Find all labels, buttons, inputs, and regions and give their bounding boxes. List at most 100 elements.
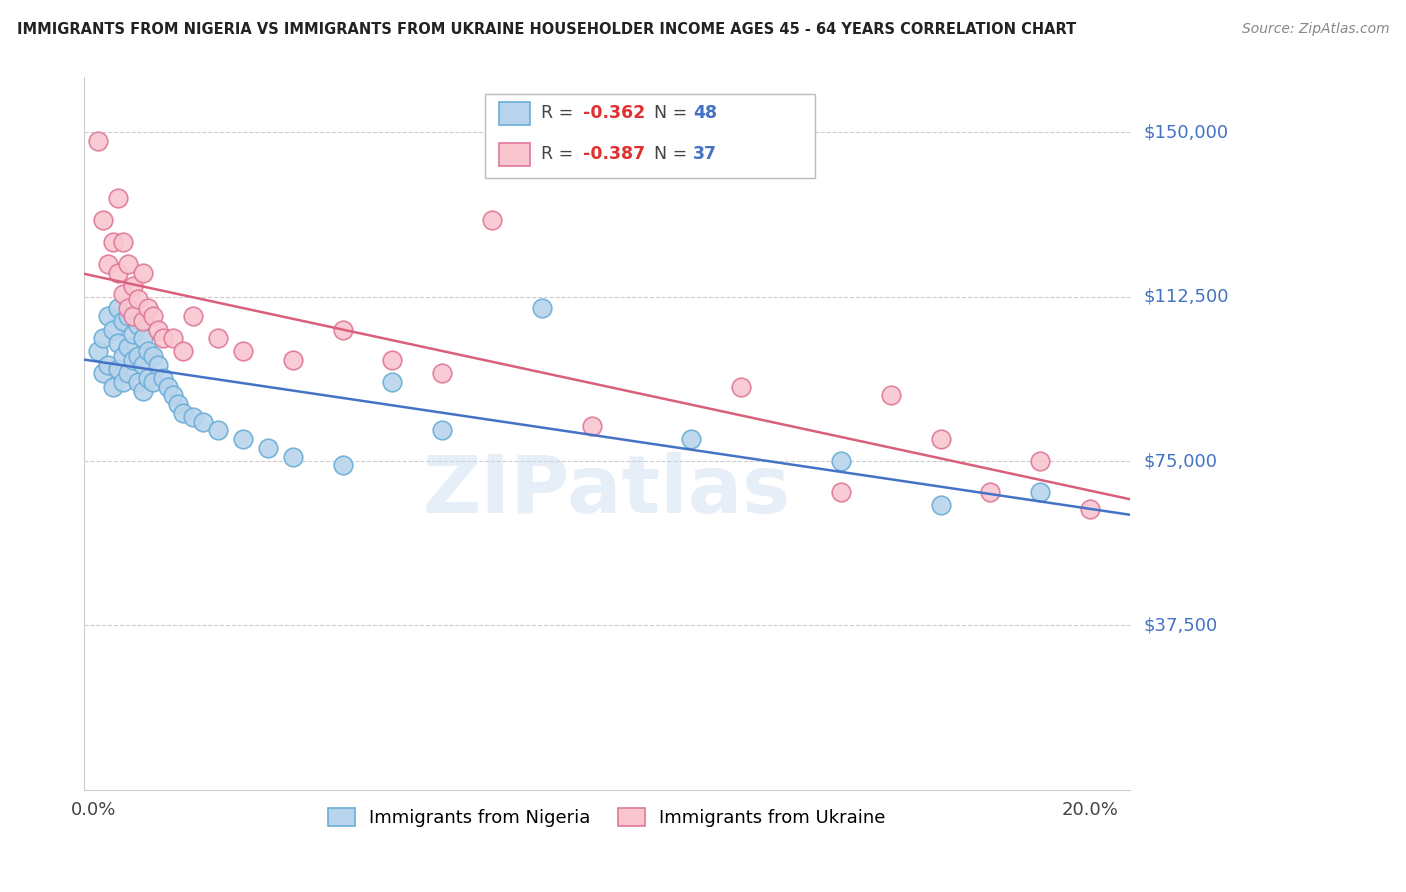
Point — [148, 358, 170, 372]
Point — [97, 310, 120, 324]
Point — [127, 349, 149, 363]
Point — [830, 454, 852, 468]
Point — [730, 379, 752, 393]
Point — [127, 318, 149, 333]
Point — [530, 301, 553, 315]
Point — [127, 375, 149, 389]
Point — [830, 484, 852, 499]
Point — [232, 344, 254, 359]
Point — [87, 344, 110, 359]
Point — [117, 367, 139, 381]
Point — [136, 344, 159, 359]
Point — [107, 335, 129, 350]
Point — [281, 450, 304, 464]
Point — [122, 278, 145, 293]
Point — [1029, 454, 1052, 468]
Point — [93, 367, 115, 381]
Point — [181, 410, 204, 425]
Point — [132, 314, 155, 328]
Text: $37,500: $37,500 — [1144, 616, 1218, 634]
Point — [929, 432, 952, 446]
Point — [112, 235, 135, 249]
Text: -0.362: -0.362 — [583, 104, 645, 122]
Point — [132, 266, 155, 280]
Point — [157, 379, 180, 393]
Point — [122, 353, 145, 368]
Point — [172, 406, 194, 420]
Point — [136, 301, 159, 315]
Point — [381, 353, 404, 368]
Point — [1078, 502, 1101, 516]
Point — [332, 322, 354, 336]
Point — [142, 310, 165, 324]
Point — [1029, 484, 1052, 499]
Point — [381, 375, 404, 389]
Point — [117, 301, 139, 315]
Point — [112, 349, 135, 363]
Point — [93, 331, 115, 345]
Point — [167, 397, 190, 411]
Point — [122, 310, 145, 324]
Point — [152, 331, 174, 345]
Point — [152, 371, 174, 385]
Text: N =: N = — [643, 104, 692, 122]
Point — [979, 484, 1001, 499]
Point — [162, 331, 184, 345]
Point — [929, 498, 952, 512]
Point — [87, 134, 110, 148]
Point — [112, 287, 135, 301]
Text: $150,000: $150,000 — [1144, 123, 1229, 141]
Text: R =: R = — [541, 145, 579, 163]
Point — [132, 358, 155, 372]
Point — [103, 379, 125, 393]
Point — [281, 353, 304, 368]
Point — [191, 415, 214, 429]
Text: R =: R = — [541, 104, 579, 122]
Point — [142, 375, 165, 389]
Point — [207, 331, 229, 345]
Point — [122, 326, 145, 341]
Point — [332, 458, 354, 473]
Point — [97, 257, 120, 271]
Point — [136, 371, 159, 385]
Point — [107, 362, 129, 376]
Point — [112, 375, 135, 389]
Point — [107, 266, 129, 280]
Point — [117, 257, 139, 271]
Point — [232, 432, 254, 446]
Point — [93, 213, 115, 227]
Point — [132, 384, 155, 398]
Text: IMMIGRANTS FROM NIGERIA VS IMMIGRANTS FROM UKRAINE HOUSEHOLDER INCOME AGES 45 - : IMMIGRANTS FROM NIGERIA VS IMMIGRANTS FR… — [17, 22, 1076, 37]
Point — [132, 331, 155, 345]
Point — [162, 388, 184, 402]
Text: Source: ZipAtlas.com: Source: ZipAtlas.com — [1241, 22, 1389, 37]
Point — [107, 301, 129, 315]
Legend: Immigrants from Nigeria, Immigrants from Ukraine: Immigrants from Nigeria, Immigrants from… — [321, 800, 893, 834]
Point — [172, 344, 194, 359]
Point — [103, 235, 125, 249]
Point — [481, 213, 503, 227]
Text: $112,500: $112,500 — [1144, 287, 1229, 306]
Point — [207, 423, 229, 437]
Point — [112, 314, 135, 328]
Point — [581, 419, 603, 434]
Point — [142, 349, 165, 363]
Point — [432, 367, 454, 381]
Point — [148, 322, 170, 336]
Point — [97, 358, 120, 372]
Point — [117, 340, 139, 354]
Point — [127, 292, 149, 306]
Point — [880, 388, 903, 402]
Point — [681, 432, 703, 446]
Point — [257, 441, 280, 455]
Text: 37: 37 — [693, 145, 717, 163]
Text: 48: 48 — [693, 104, 717, 122]
Text: ZIPatlas: ZIPatlas — [423, 451, 790, 530]
Point — [432, 423, 454, 437]
Text: N =: N = — [643, 145, 692, 163]
Text: $75,000: $75,000 — [1144, 452, 1218, 470]
Point — [103, 322, 125, 336]
Text: -0.387: -0.387 — [583, 145, 645, 163]
Point — [107, 191, 129, 205]
Point — [117, 310, 139, 324]
